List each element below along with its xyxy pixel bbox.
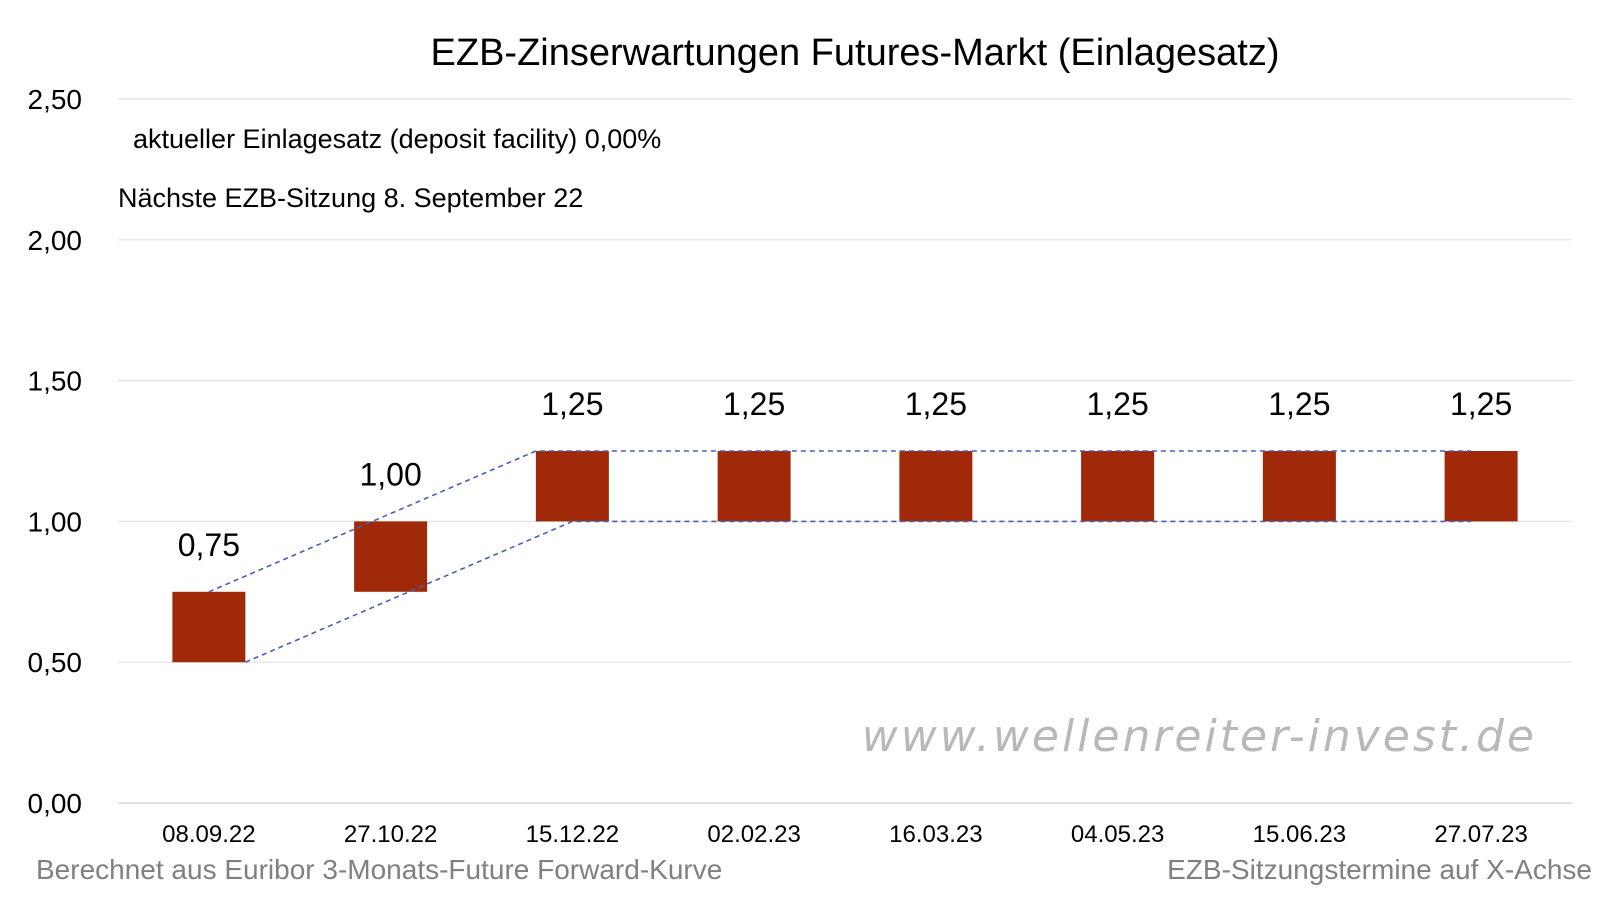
bar [1444,451,1518,522]
data-label: 1,25 [541,386,603,422]
data-label: 1,00 [359,456,421,492]
bar [354,521,428,592]
upper-trend-line [208,450,1472,593]
bar [172,591,246,663]
bar [1262,451,1336,522]
watermark: www.wellenreiter-invest.de [862,711,1537,762]
data-label: 1,25 [1086,386,1148,422]
y-tick-label: 0,50 [28,647,83,678]
x-tick-label: 02.02.23 [707,821,800,848]
y-tick-label: 0,00 [28,788,83,819]
trend-lines [208,450,1472,663]
x-tick-label: 15.12.22 [526,821,619,848]
y-tick-label: 2,00 [28,225,83,256]
bar [1081,451,1155,522]
bars [172,451,1518,663]
current-rate-annotation: aktueller Einlagesatz (deposit facility)… [133,124,661,154]
x-axis-ticks: 08.09.22 27.10.22 15.12.22 02.02.23 16.03.23… [162,821,1528,848]
y-tick-label: 1,00 [28,506,83,537]
data-label: 0,75 [178,527,240,563]
bar [899,451,973,522]
data-label: 1,25 [905,386,967,422]
x-tick-label: 27.07.23 [1434,821,1527,848]
x-tick-label: 16.03.23 [889,821,982,848]
x-tick-label: 27.10.22 [344,821,437,848]
data-labels: 0,75 1,00 1,25 1,25 1,25 1,25 1,25 1,25 [178,386,1513,563]
lower-trend-line [245,520,1472,663]
data-label: 1,25 [723,386,785,422]
next-meeting-annotation: Nächste EZB-Sitzung 8. September 22 [118,183,583,213]
data-label: 1,25 [1268,386,1330,422]
y-tick-label: 2,50 [28,84,83,115]
data-label: 1,25 [1450,386,1512,422]
footer-right-note: EZB-Sitzungstermine auf X-Achse [1167,854,1592,885]
y-tick-label: 1,50 [28,366,83,397]
x-tick-label: 15.06.23 [1253,821,1346,848]
chart-title: EZB-Zinserwartungen Futures-Markt (Einla… [431,32,1280,74]
y-axis-ticks: 0,00 0,50 1,00 1,50 2,00 2,50 [28,84,83,819]
x-tick-label: 04.05.23 [1071,821,1164,848]
x-tick-label: 08.09.22 [162,821,255,848]
footer-left-note: Berechnet aus Euribor 3-Monats-Future Fo… [36,854,722,885]
bar [717,451,791,522]
bar [535,451,609,522]
